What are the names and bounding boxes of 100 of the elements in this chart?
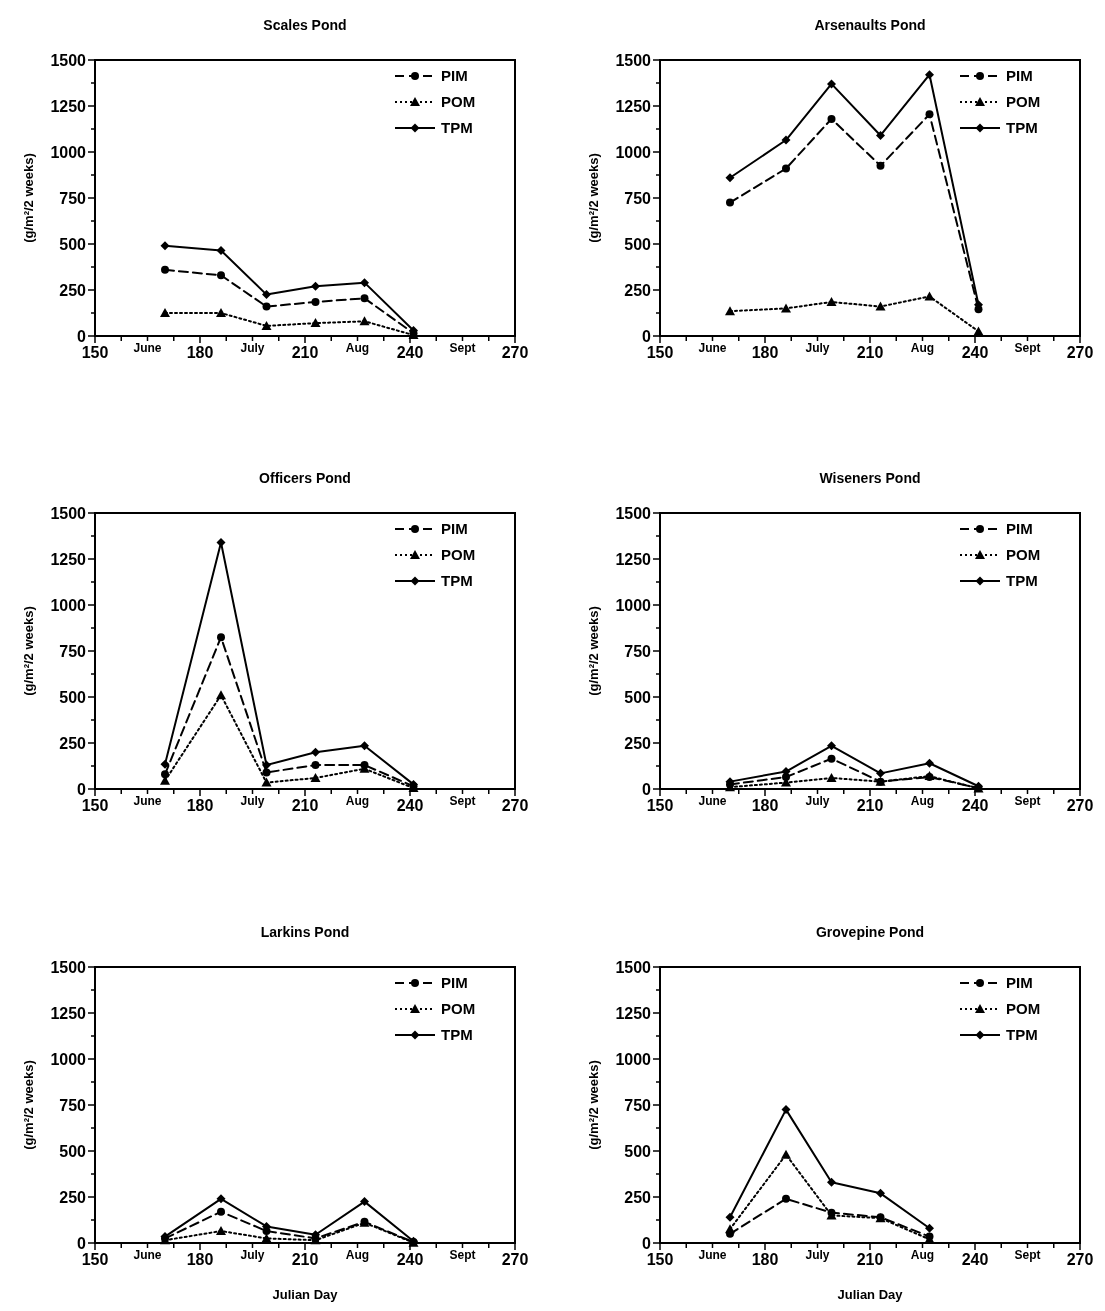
legend-label: TPM xyxy=(441,1026,473,1044)
x-tick-label: Aug xyxy=(910,1248,935,1262)
legend-label: PIM xyxy=(1006,67,1033,85)
x-tick-label: 270 xyxy=(1066,797,1094,814)
y-tick-label: 1000 xyxy=(615,596,652,614)
x-tick-label: July xyxy=(805,341,830,355)
y-tick-label: 1500 xyxy=(50,51,87,69)
y-tick-label: 1500 xyxy=(615,958,652,976)
chart-title: Wiseners Pond xyxy=(819,470,921,486)
legend-label: PIM xyxy=(441,974,468,992)
legend-label: PIM xyxy=(441,67,468,85)
x-tick-label: 270 xyxy=(501,344,529,361)
x-tick-label: 180 xyxy=(751,797,779,814)
y-axis-title: (g/m²/2 weeks) xyxy=(586,606,601,696)
y-tick-label: 1250 xyxy=(615,1004,652,1022)
x-tick-label: 150 xyxy=(646,1251,674,1268)
y-tick-label: 1500 xyxy=(50,504,87,522)
x-tick-label: 180 xyxy=(751,344,779,361)
legend-label: POM xyxy=(1006,546,1041,564)
x-tick-label: 180 xyxy=(186,344,214,361)
x-tick-label: June xyxy=(133,341,162,355)
x-tick-label: Sept xyxy=(449,794,476,808)
y-tick-label: 500 xyxy=(59,688,87,706)
y-tick-label: 250 xyxy=(624,281,652,299)
legend-label: PIM xyxy=(441,520,468,538)
x-tick-label: Aug xyxy=(345,1248,370,1262)
y-tick-label: 500 xyxy=(59,1142,87,1160)
x-tick-label: June xyxy=(133,794,162,808)
y-tick-label: 1000 xyxy=(50,1050,87,1068)
y-tick-label: 250 xyxy=(59,281,87,299)
legend-label: POM xyxy=(1006,1000,1041,1018)
x-tick-label: Aug xyxy=(345,341,370,355)
x-tick-label: Sept xyxy=(1014,341,1041,355)
y-tick-label: 750 xyxy=(59,1096,87,1114)
y-tick-label: 1500 xyxy=(50,958,87,976)
y-tick-label: 1250 xyxy=(615,97,652,115)
y-tick-label: 1250 xyxy=(50,97,87,115)
y-axis-title: (g/m²/2 weeks) xyxy=(21,606,36,696)
x-tick-label: 180 xyxy=(186,1251,214,1268)
x-tick-label: Sept xyxy=(449,1248,476,1262)
x-tick-label: Sept xyxy=(1014,794,1041,808)
x-tick-label: 150 xyxy=(646,344,674,361)
y-tick-label: 750 xyxy=(59,189,87,207)
y-tick-label: 750 xyxy=(624,642,652,660)
x-tick-label: Sept xyxy=(449,341,476,355)
y-tick-label: 0 xyxy=(77,327,87,345)
x-tick-label: 210 xyxy=(291,1251,319,1268)
y-tick-label: 1500 xyxy=(615,504,652,522)
x-tick-label: 150 xyxy=(81,797,109,814)
legend-label: PIM xyxy=(1006,974,1033,992)
x-tick-label: July xyxy=(240,341,265,355)
y-tick-label: 750 xyxy=(59,642,87,660)
x-tick-label: 270 xyxy=(1066,344,1094,361)
y-axis-title: (g/m²/2 weeks) xyxy=(586,153,601,243)
y-tick-label: 500 xyxy=(59,235,87,253)
x-tick-label: 180 xyxy=(186,797,214,814)
x-tick-label: Aug xyxy=(910,341,935,355)
chart-title: Scales Pond xyxy=(263,17,347,33)
x-axis-title: Julian Day xyxy=(272,1287,339,1302)
y-tick-label: 500 xyxy=(624,235,652,253)
x-tick-label: Sept xyxy=(1014,1248,1041,1262)
y-axis-title: (g/m²/2 weeks) xyxy=(586,1060,601,1150)
y-axis-title: (g/m²/2 weeks) xyxy=(21,1060,36,1150)
y-tick-label: 0 xyxy=(77,1234,87,1252)
legend-label: POM xyxy=(441,546,476,564)
legend-label: POM xyxy=(441,93,476,111)
y-tick-label: 250 xyxy=(624,1188,652,1206)
chart-title: Grovepine Pond xyxy=(815,924,925,940)
x-tick-label: June xyxy=(698,341,727,355)
legend-label: TPM xyxy=(441,119,473,137)
y-tick-label: 250 xyxy=(59,734,87,752)
x-tick-label: 240 xyxy=(961,797,989,814)
x-tick-label: Aug xyxy=(345,794,370,808)
x-tick-label: 270 xyxy=(1066,1251,1094,1268)
y-tick-label: 500 xyxy=(624,1142,652,1160)
y-tick-label: 250 xyxy=(624,734,652,752)
x-tick-label: June xyxy=(133,1248,162,1262)
legend-label: TPM xyxy=(1006,119,1038,137)
x-tick-label: July xyxy=(805,794,830,808)
x-tick-label: 210 xyxy=(291,344,319,361)
x-tick-label: 240 xyxy=(396,344,424,361)
x-tick-label: 210 xyxy=(291,797,319,814)
x-tick-label: 240 xyxy=(961,1251,989,1268)
y-axis-title: (g/m²/2 weeks) xyxy=(21,153,36,243)
y-tick-label: 750 xyxy=(624,1096,652,1114)
x-tick-label: July xyxy=(805,1248,830,1262)
x-tick-label: Aug xyxy=(910,794,935,808)
legend-label: TPM xyxy=(1006,572,1038,590)
y-tick-label: 500 xyxy=(624,688,652,706)
y-tick-label: 1250 xyxy=(50,1004,87,1022)
x-tick-label: June xyxy=(698,794,727,808)
y-tick-label: 1500 xyxy=(615,51,652,69)
y-tick-label: 1000 xyxy=(615,143,652,161)
x-tick-label: 270 xyxy=(501,797,529,814)
y-tick-label: 1000 xyxy=(50,143,87,161)
x-tick-label: 150 xyxy=(81,1251,109,1268)
x-tick-label: 240 xyxy=(396,797,424,814)
legend-label: TPM xyxy=(441,572,473,590)
x-axis-title: Julian Day xyxy=(837,1287,904,1302)
y-tick-label: 1250 xyxy=(50,550,87,568)
